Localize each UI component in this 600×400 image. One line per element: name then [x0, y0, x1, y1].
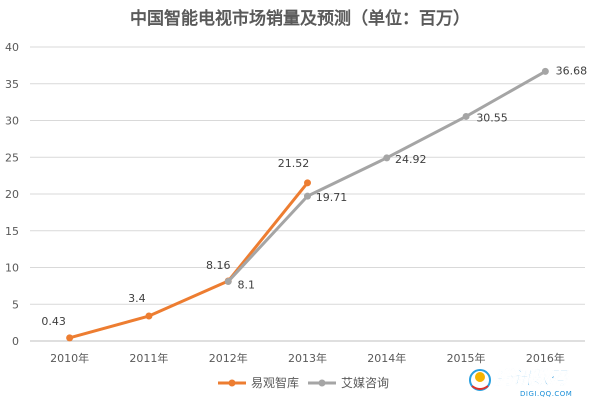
x-tick-label: 2016年 [526, 351, 565, 365]
data-label: 19.71 [316, 191, 348, 204]
data-label: 30.55 [476, 111, 508, 124]
watermark-url: DIGI.QQ.COM [520, 390, 572, 398]
data-point [66, 334, 74, 342]
legend-marker [228, 379, 236, 387]
x-tick-label: 2014年 [367, 351, 406, 365]
watermark: 腾讯数码 DIGI.QQ.COM [469, 368, 572, 398]
series-lines [66, 67, 549, 342]
data-label: 24.92 [395, 153, 427, 166]
y-tick-label: 30 [5, 115, 19, 128]
x-tick-label: 2012年 [209, 351, 248, 365]
x-tick-label: 2015年 [447, 351, 486, 365]
legend-label: 易观智库 [251, 375, 299, 390]
data-point [224, 277, 232, 285]
y-tick-label: 40 [5, 41, 19, 54]
series-line-艾媒咨询 [227, 70, 547, 283]
data-label: 36.68 [556, 64, 588, 77]
y-tick-label: 25 [5, 151, 19, 164]
data-labels: 0.43 3.4 8.16 21.52 8.1 19.71 24.92 30.55 36.68 [41, 64, 587, 327]
data-point [383, 154, 391, 162]
legend-label: 艾媒咨询 [341, 375, 389, 390]
chart-title: 中国智能电视市场销量及预测（单位：百万） [130, 8, 470, 29]
y-tick-label: 0 [12, 335, 19, 348]
y-axis: 0 5 10 15 20 25 30 35 40 [5, 41, 19, 348]
y-tick-label: 15 [5, 225, 19, 238]
data-point [304, 192, 311, 200]
data-point [462, 112, 470, 120]
qq-logo-icon [469, 369, 491, 391]
watermark-brand: 腾讯数码 [494, 368, 569, 389]
data-label: 21.52 [278, 157, 310, 170]
x-tick-label: 2011年 [129, 351, 168, 365]
data-label: 8.16 [206, 259, 231, 272]
x-axis: 2010年 2011年 2012年 2013年 2014年 2015年 2016年 [50, 351, 565, 365]
series-line-易观智库 [69, 181, 309, 340]
data-label: 8.1 [237, 278, 255, 291]
y-tick-label: 20 [5, 188, 19, 201]
data-label: 3.4 [128, 292, 146, 305]
data-point [541, 67, 549, 75]
legend-marker [318, 379, 326, 387]
data-label: 0.43 [41, 315, 66, 328]
x-tick-label: 2013年 [288, 351, 327, 365]
legend: 易观智库 艾媒咨询 [218, 375, 389, 390]
x-tick-label: 2010年 [50, 351, 89, 365]
data-point [145, 312, 153, 320]
y-tick-label: 10 [5, 262, 19, 275]
data-point [304, 179, 311, 187]
y-tick-label: 35 [5, 78, 19, 91]
y-tick-label: 5 [12, 298, 19, 311]
